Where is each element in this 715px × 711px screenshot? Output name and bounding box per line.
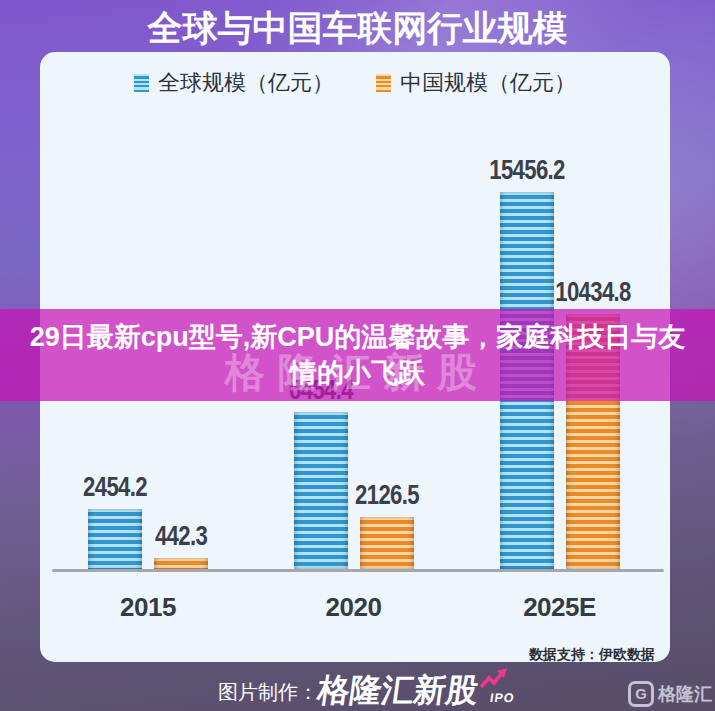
arrow-up-icon [479, 667, 509, 691]
chart-legend: 全球规模（亿元） 中国规模（亿元） [40, 68, 670, 98]
overlay-banner-text: 29日最新cpu型号,新CPU的温馨故事，家庭科技日与友情的小飞跃 [0, 319, 715, 391]
legend-item-global: 全球规模（亿元） [134, 68, 334, 98]
page-title: 全球与中国车联网行业规模 [0, 5, 715, 52]
legend-label-china: 中国规模（亿元） [400, 68, 576, 98]
credit-label: 图片制作： [218, 679, 318, 706]
legend-item-china: 中国规模（亿元） [376, 68, 576, 98]
legend-label-global: 全球规模（亿元） [158, 68, 334, 98]
gelonghui-g-icon: G [628, 681, 654, 707]
x-axis-label-2025E: 2025E [490, 593, 630, 621]
x-axis-label-2015: 2015 [78, 593, 218, 621]
legend-swatch-china-icon [376, 74, 391, 92]
gelonghui-logo-text: 格隆汇 [658, 682, 712, 706]
bar-value-china-2020: 2126.5 [329, 481, 444, 509]
data-support-note: 数据支持：伊欧数据 [529, 646, 655, 664]
bar-value-china-2015: 442.3 [124, 522, 239, 550]
bar-china-2015 [154, 558, 208, 569]
x-axis-label-2020: 2020 [284, 593, 424, 621]
bar-value-china-2025E: 10434.8 [535, 278, 650, 306]
bar-value-global-2015: 2454.2 [58, 473, 173, 501]
brand-sub-text: IPO [489, 691, 516, 705]
gelonghui-logo: G 格隆汇 [628, 681, 712, 707]
bar-value-global-2025E: 15456.2 [469, 156, 584, 184]
bar-china-2020 [360, 517, 414, 569]
legend-swatch-global-icon [134, 74, 149, 92]
x-axis-line [52, 569, 664, 572]
overlay-banner-text-wrap: 29日最新cpu型号,新CPU的温馨故事，家庭科技日与友情的小飞跃 [0, 309, 715, 401]
brand-logo-text: 格隆汇新股 [315, 669, 481, 711]
